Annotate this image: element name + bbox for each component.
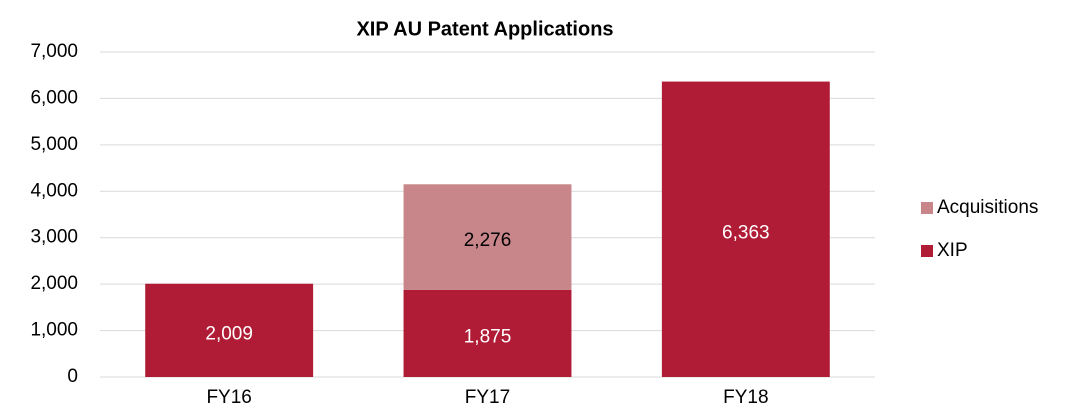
y-tick-label: 6,000: [30, 87, 78, 108]
bar-segment: [403, 289, 572, 377]
data-label: 2,276: [464, 230, 512, 251]
legend-swatch: [921, 202, 933, 214]
data-label: 2,009: [205, 323, 253, 344]
y-tick-label: 7,000: [30, 41, 78, 62]
y-tick-label: 4,000: [30, 180, 78, 201]
y-tick-label: 1,000: [30, 320, 78, 341]
bar-segment: [403, 184, 572, 290]
chart-title: XIP AU Patent Applications: [356, 18, 613, 40]
y-tick-label: 5,000: [30, 134, 78, 155]
x-tick-label: FY17: [465, 387, 510, 408]
legend-label: Acquisitions: [937, 197, 1038, 218]
y-tick-label: 2,000: [30, 273, 78, 294]
legend-label: XIP: [937, 240, 968, 261]
x-tick-label: FY18: [723, 387, 768, 408]
y-tick-label: 0: [67, 366, 78, 387]
data-label: 6,363: [722, 222, 770, 243]
bar-segment: [145, 283, 314, 377]
data-label: 1,875: [464, 326, 512, 347]
legend-swatch: [921, 245, 933, 257]
x-tick-label: FY16: [206, 387, 251, 408]
bar-segment: [661, 81, 830, 377]
y-tick-label: 3,000: [30, 227, 78, 248]
